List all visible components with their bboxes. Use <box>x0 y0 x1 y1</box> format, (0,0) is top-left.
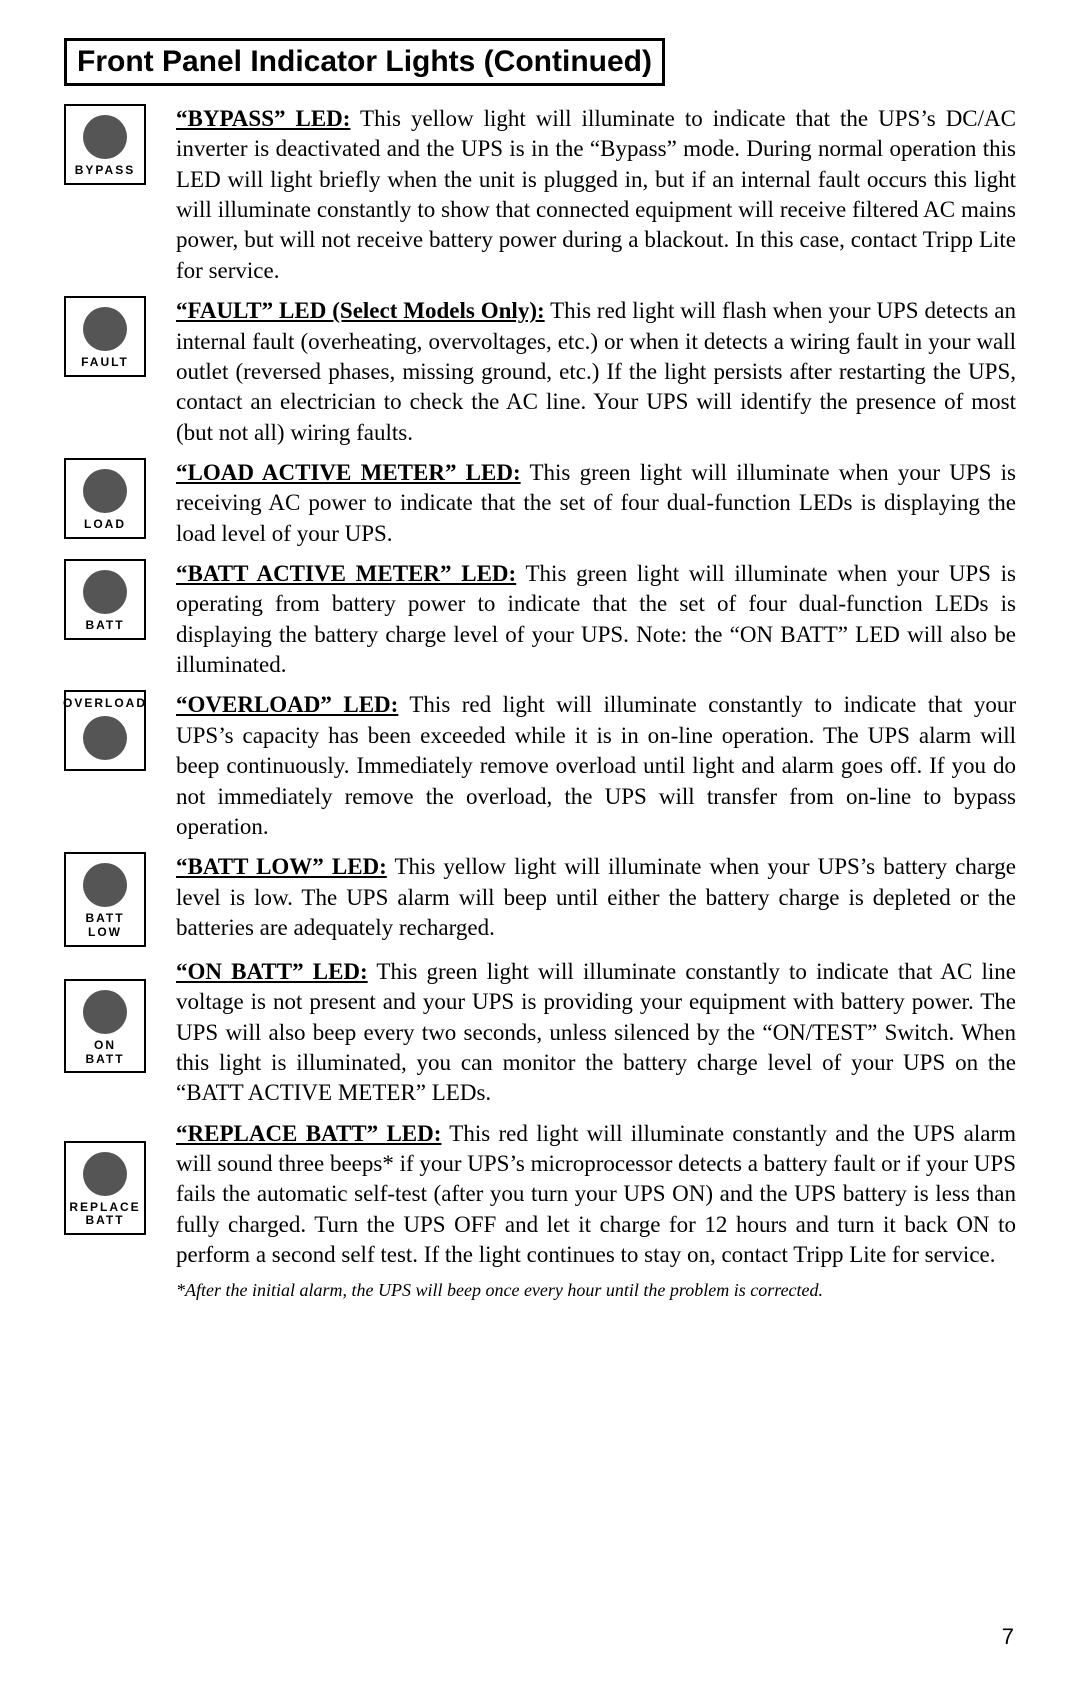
indicator-description: “REPLACE BATT” LED: This red light will … <box>176 1119 1016 1271</box>
indicator-heading: “BATT LOW” LED: <box>176 854 387 879</box>
indicator-section: BATT “BATT ACTIVE METER” LED: This green … <box>64 559 1016 680</box>
indicator-section: BATT LOW “BATT LOW” LED: This yellow ligh… <box>64 852 1016 947</box>
indicator-icon-column: LOAD <box>64 458 176 539</box>
led-label: FAULT <box>81 356 129 370</box>
led-indicator-box: OVERLOAD <box>64 690 146 771</box>
indicator-description: “BATT ACTIVE METER” LED: This green ligh… <box>176 559 1016 680</box>
indicator-section: FAULT “FAULT” LED (Select Models Only): T… <box>64 296 1016 448</box>
indicator-icon-column: BATT LOW <box>64 852 176 947</box>
indicator-icon-column: OVERLOAD <box>64 690 176 771</box>
indicator-heading: “FAULT” LED (Select Models Only): <box>176 298 545 323</box>
indicator-description: “OVERLOAD” LED: This red light will illu… <box>176 690 1016 842</box>
led-circle-icon <box>83 570 127 614</box>
led-label: BYPASS <box>75 164 135 178</box>
led-indicator-box: ON BATT <box>64 979 146 1074</box>
section-title: Front Panel Indicator Lights (Continued) <box>77 45 652 78</box>
indicator-section: LOAD “LOAD ACTIVE METER” LED: This green … <box>64 458 1016 549</box>
led-indicator-box: REPLACE BATT <box>64 1141 146 1236</box>
led-label: BATT LOW <box>68 912 142 940</box>
led-label: OVERLOAD <box>63 697 147 711</box>
indicator-icon-column: BATT <box>64 559 176 640</box>
indicator-heading: “OVERLOAD” LED: <box>176 692 398 717</box>
indicator-description: “LOAD ACTIVE METER” LED: This green ligh… <box>176 458 1016 549</box>
led-circle-icon <box>83 863 127 907</box>
section-title-box: Front Panel Indicator Lights (Continued) <box>64 38 665 86</box>
led-indicator-box: BATT <box>64 559 146 640</box>
indicator-body: This yellow light will illuminate to ind… <box>176 106 1016 283</box>
led-label: REPLACE BATT <box>69 1201 140 1229</box>
led-label: ON BATT <box>85 1039 124 1067</box>
led-indicator-box: LOAD <box>64 458 146 539</box>
indicator-description: “BATT LOW” LED: This yellow light will i… <box>176 852 1016 943</box>
led-circle-icon <box>83 1152 127 1196</box>
indicator-section: ON BATT “ON BATT” LED: This green light w… <box>64 957 1016 1109</box>
led-label: LOAD <box>84 518 126 532</box>
indicator-section: OVERLOAD “OVERLOAD” LED: This red light w… <box>64 690 1016 842</box>
indicator-description: “FAULT” LED (Select Models Only): This r… <box>176 296 1016 448</box>
indicator-heading: “BYPASS” LED: <box>176 106 350 131</box>
led-circle-icon <box>83 990 127 1034</box>
indicator-icon-column: REPLACE BATT <box>64 1119 176 1236</box>
indicator-description: “BYPASS” LED: This yellow light will ill… <box>176 104 1016 286</box>
led-indicator-box: FAULT <box>64 296 146 377</box>
led-circle-icon <box>83 469 127 513</box>
indicator-heading: “LOAD ACTIVE METER” LED: <box>176 460 521 485</box>
footnote: *After the initial alarm, the UPS will b… <box>176 1280 1016 1301</box>
indicator-icon-column: ON BATT <box>64 957 176 1074</box>
led-circle-icon <box>83 716 127 760</box>
led-label: BATT <box>85 619 124 633</box>
indicator-heading: “ON BATT” LED: <box>176 959 368 984</box>
led-indicator-box: BATT LOW <box>64 852 146 947</box>
indicator-heading: “REPLACE BATT” LED: <box>176 1121 441 1146</box>
indicator-icon-column: FAULT <box>64 296 176 377</box>
indicator-section: REPLACE BATT “REPLACE BATT” LED: This red… <box>64 1119 1016 1271</box>
indicator-description: “ON BATT” LED: This green light will ill… <box>176 957 1016 1109</box>
indicator-icon-column: BYPASS <box>64 104 176 185</box>
indicator-heading: “BATT ACTIVE METER” LED: <box>176 561 516 586</box>
led-circle-icon <box>83 307 127 351</box>
page-number: 7 <box>1002 1624 1014 1650</box>
led-indicator-box: BYPASS <box>64 104 146 185</box>
indicator-section: BYPASS “BYPASS” LED: This yellow light wi… <box>64 104 1016 286</box>
led-circle-icon <box>83 115 127 159</box>
